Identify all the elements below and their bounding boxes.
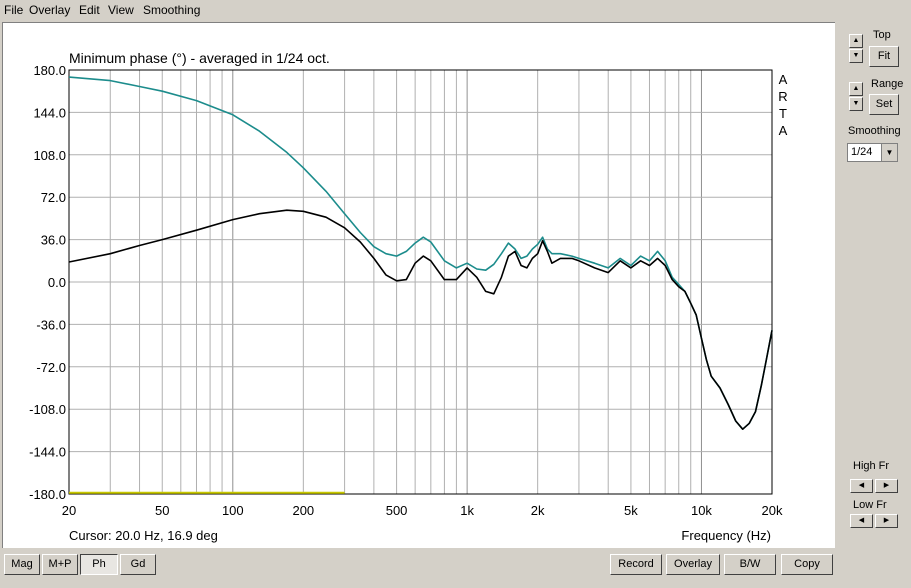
menu-edit[interactable]: Edit <box>79 3 100 17</box>
set-button[interactable]: Set <box>869 94 899 115</box>
top-up-button[interactable]: ▲ <box>849 34 863 48</box>
x-tick-labels: 20 50 100 200 500 1k 2k 5k 10k 20k <box>62 503 783 518</box>
y-tick-label: -36.0 <box>36 317 66 332</box>
menu-bar: File Overlay Edit View Smoothing <box>0 0 911 21</box>
range-up-button[interactable]: ▲ <box>849 82 863 96</box>
chart-title: Minimum phase (°) - averaged in 1/24 oct… <box>69 50 330 66</box>
x-tick-label: 20k <box>762 503 783 518</box>
grid-lines <box>69 70 772 494</box>
y-tick-label: 108.0 <box>33 148 66 163</box>
y-tick-label: 180.0 <box>33 63 66 78</box>
y-tick-label: 0.0 <box>48 275 66 290</box>
watermark-letter: R <box>778 89 787 104</box>
top-down-button[interactable]: ▼ <box>849 49 863 63</box>
watermark-letter: T <box>779 106 787 121</box>
record-button[interactable]: Record <box>610 554 662 575</box>
series-line-0 <box>68 76 773 430</box>
low-fr-right-button[interactable]: ▶ <box>875 514 898 528</box>
bw-button[interactable]: B/W <box>724 554 776 575</box>
watermark-letter: A <box>779 72 788 87</box>
x-tick-label: 20 <box>62 503 76 518</box>
y-tick-label: 36.0 <box>41 233 66 248</box>
phase-chart[interactable]: Minimum phase (°) - averaged in 1/24 oct… <box>3 23 835 548</box>
cursor-readout: Cursor: 20.0 Hz, 16.9 deg <box>69 528 218 543</box>
mp-button[interactable]: M+P <box>42 554 78 575</box>
range-label: Range <box>871 78 904 90</box>
range-down-button[interactable]: ▼ <box>849 97 863 111</box>
x-tick-label: 500 <box>386 503 408 518</box>
menu-smoothing[interactable]: Smoothing <box>143 3 201 17</box>
y-tick-label: -180.0 <box>29 487 66 502</box>
y-tick-label: -144.0 <box>29 445 66 460</box>
x-tick-label: 50 <box>155 503 169 518</box>
smoothing-select[interactable]: 1/24 ▼ <box>847 143 898 162</box>
menu-overlay[interactable]: Overlay <box>29 3 71 17</box>
chevron-down-icon[interactable]: ▼ <box>881 144 897 161</box>
x-tick-label: 100 <box>222 503 244 518</box>
menu-view[interactable]: View <box>108 3 134 17</box>
y-tick-label: -108.0 <box>29 402 66 417</box>
mag-button[interactable]: Mag <box>4 554 40 575</box>
menu-file[interactable]: File <box>4 3 24 17</box>
x-axis-label: Frequency (Hz) <box>681 528 771 543</box>
fit-button[interactable]: Fit <box>869 46 899 67</box>
low-fr-label: Low Fr <box>853 499 887 511</box>
gd-button[interactable]: Gd <box>120 554 156 575</box>
x-tick-label: 2k <box>531 503 545 518</box>
x-tick-label: 10k <box>691 503 712 518</box>
overlay-button[interactable]: Overlay <box>666 554 720 575</box>
x-tick-label: 5k <box>624 503 638 518</box>
x-tick-label: 200 <box>292 503 314 518</box>
x-tick-label: 1k <box>460 503 474 518</box>
y-tick-label: 144.0 <box>33 105 66 120</box>
high-fr-label: High Fr <box>853 460 890 472</box>
series-line-1 <box>68 209 773 430</box>
top-label: Top <box>873 29 891 41</box>
data-lines <box>68 76 773 494</box>
copy-button[interactable]: Copy <box>781 554 833 575</box>
y-tick-label: -72.0 <box>36 360 66 375</box>
plot-frame <box>68 69 773 495</box>
smoothing-label: Smoothing <box>848 125 901 137</box>
y-tick-label: 72.0 <box>41 190 66 205</box>
smoothing-value: 1/24 <box>851 146 873 158</box>
high-fr-left-button[interactable]: ◀ <box>850 479 873 493</box>
y-tick-labels: 180.0 144.0 108.0 72.0 36.0 0.0 -36.0 -72.0 -108… <box>29 63 66 502</box>
low-fr-left-button[interactable]: ◀ <box>850 514 873 528</box>
plot-panel: Minimum phase (°) - averaged in 1/24 oct… <box>2 22 835 548</box>
watermark-letter: A <box>779 123 788 138</box>
ph-button[interactable]: Ph <box>80 554 118 575</box>
high-fr-right-button[interactable]: ▶ <box>875 479 898 493</box>
